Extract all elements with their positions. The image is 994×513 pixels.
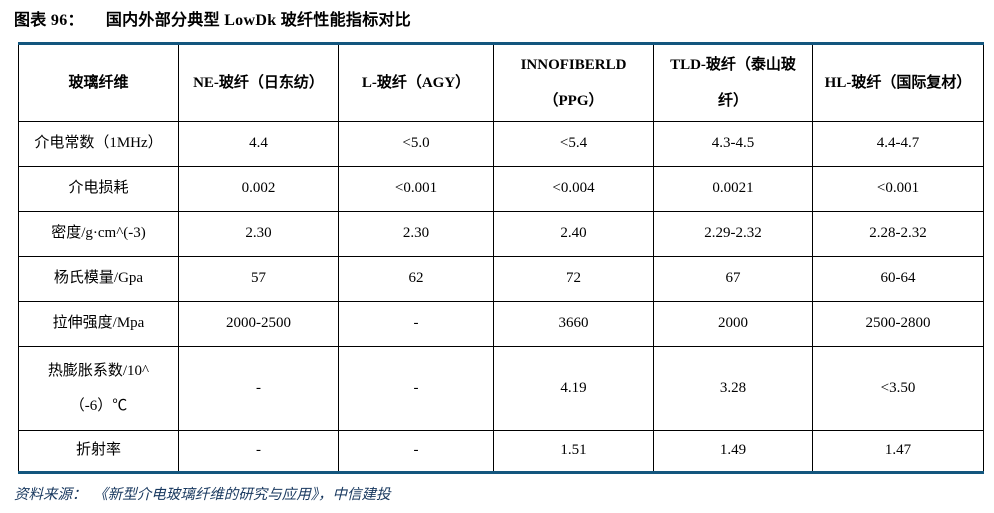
table-cell: 0.0021	[653, 166, 813, 212]
table-cell: 0.002	[178, 166, 339, 212]
table-cell: 2000-2500	[178, 301, 339, 347]
table-cell: 67	[653, 256, 813, 302]
table-cell: <3.50	[812, 346, 984, 431]
figure-title-text: 国内外部分典型 LowDk 玻纤性能指标对比	[105, 12, 412, 29]
table-cell: <0.004	[493, 166, 654, 212]
table-cell: 2.40	[493, 211, 654, 257]
table-cell: 4.19	[493, 346, 654, 431]
row-label: 密度/g·cm^(-3)	[18, 211, 179, 257]
table-cell: 4.4-4.7	[812, 121, 984, 167]
table-cell: 2.29-2.32	[653, 211, 813, 257]
table-header-row: 玻璃纤维 NE-玻纤（日东纺） L-玻纤（AGY） INNOFIBERLD （P…	[18, 43, 984, 122]
table-row-density: 密度/g·cm^(-3) 2.30 2.30 2.40 2.29-2.32 2.…	[18, 211, 984, 257]
table-row-youngs-modulus: 杨氏模量/Gpa 57 62 72 67 60-64	[18, 256, 984, 302]
table-cell: -	[338, 346, 494, 431]
table-cell: 60-64	[812, 256, 984, 302]
column-header-tld-fiber: TLD-玻纤（泰山玻纤）	[653, 43, 813, 122]
table-cell: -	[178, 346, 339, 431]
column-header-ne-fiber: NE-玻纤（日东纺）	[178, 43, 339, 122]
row-label: 杨氏模量/Gpa	[18, 256, 179, 302]
table-cell: -	[178, 430, 339, 473]
table-cell: 4.3-4.5	[653, 121, 813, 167]
table-row-dielectric-constant: 介电常数（1MHz） 4.4 <5.0 <5.4 4.3-4.5 4.4-4.7	[18, 121, 984, 167]
figure-number-label: 图表 96：	[14, 12, 84, 29]
figure-title: 图表 96： 国内外部分典型 LowDk 玻纤性能指标对比	[0, 0, 994, 39]
table-cell: 72	[493, 256, 654, 302]
table-cell: <5.4	[493, 121, 654, 167]
row-label: 拉伸强度/Mpa	[18, 301, 179, 347]
table-cell: <5.0	[338, 121, 494, 167]
table-row-refractive-index: 折射率 - - 1.51 1.49 1.47	[18, 430, 984, 473]
table-cell: 2.28-2.32	[812, 211, 984, 257]
table-cell: <0.001	[338, 166, 494, 212]
table-cell: 2000	[653, 301, 813, 347]
column-header-glass-fiber: 玻璃纤维	[18, 43, 179, 122]
lowdk-comparison-table: 玻璃纤维 NE-玻纤（日东纺） L-玻纤（AGY） INNOFIBERLD （P…	[18, 42, 984, 474]
table-row-thermal-expansion: 热膨胀系数/10^ （-6）℃ - - 4.19 3.28 <3.50	[18, 346, 984, 431]
table-cell: 3.28	[653, 346, 813, 431]
table-cell: 2.30	[338, 211, 494, 257]
table-cell: 57	[178, 256, 339, 302]
source-text: 《新型介电玻璃纤维的研究与应用》，中信建投	[100, 487, 391, 503]
table-cell: 1.47	[812, 430, 984, 473]
table-cell: -	[338, 430, 494, 473]
table-cell: 2500-2800	[812, 301, 984, 347]
table-cell: 3660	[493, 301, 654, 347]
table-row-dielectric-loss: 介电损耗 0.002 <0.001 <0.004 0.0021 <0.001	[18, 166, 984, 212]
table-cell: <0.001	[812, 166, 984, 212]
table-cell: 1.51	[493, 430, 654, 473]
table-cell: 2.30	[178, 211, 339, 257]
row-label: 折射率	[18, 430, 179, 473]
source-label: 资料来源：	[14, 487, 87, 503]
source-note: 资料来源： 《新型介电玻璃纤维的研究与应用》，中信建投	[14, 483, 994, 504]
column-header-innofiberld: INNOFIBERLD （PPG）	[493, 43, 654, 122]
row-label: 介电损耗	[18, 166, 179, 212]
column-header-hl-fiber: HL-玻纤（国际复材）	[812, 43, 984, 122]
table-cell: 62	[338, 256, 494, 302]
table-cell: 1.49	[653, 430, 813, 473]
table-cell: -	[338, 301, 494, 347]
row-label: 介电常数（1MHz）	[18, 121, 179, 167]
table-row-tensile-strength: 拉伸强度/Mpa 2000-2500 - 3660 2000 2500-2800	[18, 301, 984, 347]
column-header-l-fiber: L-玻纤（AGY）	[338, 43, 494, 122]
table-cell: 4.4	[178, 121, 339, 167]
row-label: 热膨胀系数/10^ （-6）℃	[18, 346, 179, 431]
